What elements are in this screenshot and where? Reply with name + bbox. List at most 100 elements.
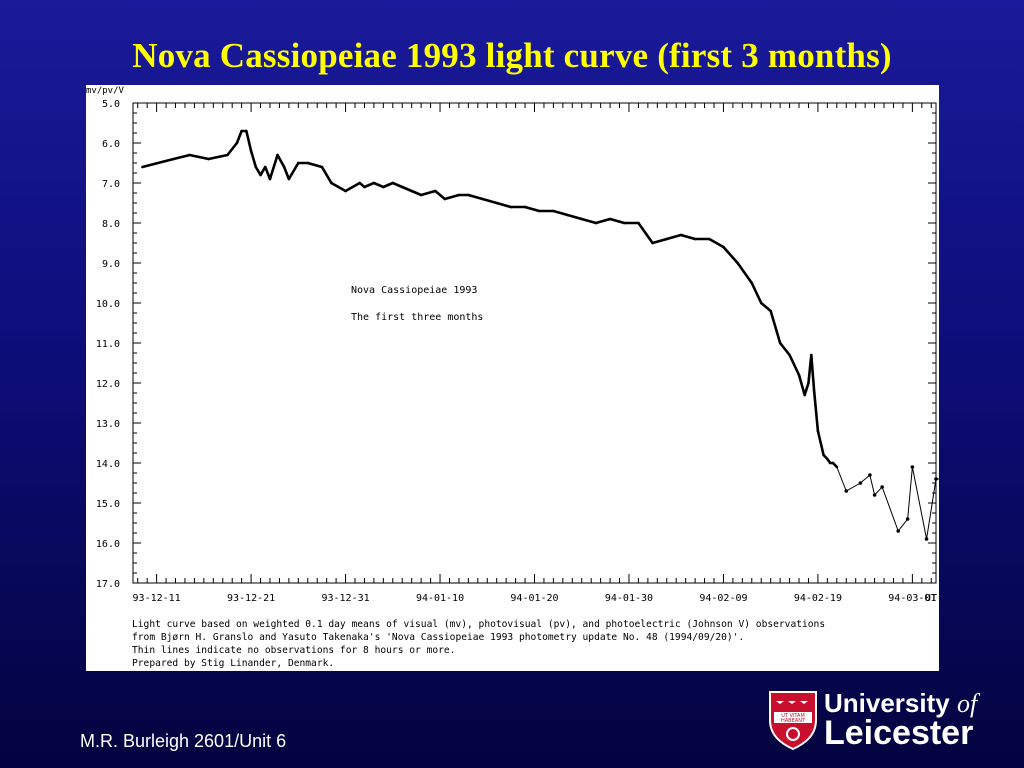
x-axis-unit-label: UT xyxy=(925,593,937,604)
crest-motto-1: UT VITAM xyxy=(781,713,805,719)
data-point xyxy=(320,165,324,169)
caption-line-3: Thin lines indicate no observations for … xyxy=(132,645,455,656)
data-point xyxy=(736,261,739,265)
caption-line-4: Prepared by Stig Linander, Denmark. xyxy=(132,658,334,669)
y-tick-label: 8.0 xyxy=(102,219,120,230)
data-point xyxy=(467,193,470,197)
data-point xyxy=(330,181,333,185)
data-point xyxy=(391,181,395,185)
data-point xyxy=(509,205,513,209)
x-tick-label: 94-01-10 xyxy=(416,593,464,604)
data-point xyxy=(358,181,362,185)
data-point xyxy=(934,477,938,481)
x-tick-label: 94-02-19 xyxy=(794,593,842,604)
light-curve-chart: mv/pv/V UT Nova Cassiopeiae 1993 The fir… xyxy=(86,85,939,671)
data-point xyxy=(835,465,839,469)
y-tick-label: 11.0 xyxy=(96,339,120,350)
annotation-title: Nova Cassiopeiae 1993 xyxy=(351,285,477,296)
data-point xyxy=(259,173,262,177)
data-point xyxy=(896,529,901,533)
y-tick-label: 12.0 xyxy=(96,379,120,390)
data-point xyxy=(245,129,248,133)
data-point xyxy=(382,185,385,189)
y-tick-label: 17.0 xyxy=(96,579,120,590)
x-tick-label: 94-02-09 xyxy=(699,593,747,604)
data-point xyxy=(769,309,772,313)
data-point xyxy=(809,353,813,357)
caption-line-1: Light curve based on weighted 0.1 day me… xyxy=(132,619,825,630)
data-point xyxy=(254,165,258,169)
data-point xyxy=(287,177,291,181)
data-point xyxy=(172,157,175,161)
x-tick-label: 93-12-11 xyxy=(133,593,181,604)
light-curve-dense xyxy=(142,129,838,468)
data-point xyxy=(816,429,820,433)
data-point xyxy=(826,457,829,461)
x-tick-label: 94-01-20 xyxy=(510,593,558,604)
data-point xyxy=(188,153,191,157)
data-point xyxy=(457,193,461,197)
y-tick-label: 14.0 xyxy=(96,459,120,470)
data-point xyxy=(651,241,654,245)
data-point xyxy=(419,193,423,197)
data-point xyxy=(844,489,849,493)
data-point xyxy=(858,481,863,485)
y-tick-label: 9.0 xyxy=(102,259,120,270)
data-point xyxy=(778,341,782,345)
data-point xyxy=(523,205,527,209)
x-tick-label: 94-03-01 xyxy=(888,593,936,604)
data-point xyxy=(263,165,267,169)
data-point xyxy=(580,217,584,221)
data-point xyxy=(707,237,711,241)
data-point xyxy=(207,157,210,161)
data-point xyxy=(363,185,366,189)
data-point xyxy=(594,221,598,225)
data-point xyxy=(608,217,612,221)
data-point xyxy=(495,201,499,205)
y-tick-label: 5.0 xyxy=(102,99,120,110)
data-point xyxy=(276,153,279,157)
data-point xyxy=(722,245,725,249)
data-point xyxy=(566,213,569,217)
plot-frame xyxy=(132,102,937,584)
data-point xyxy=(372,181,376,185)
data-point xyxy=(759,301,763,305)
slide-title: Nova Cassiopeiae 1993 light curve (first… xyxy=(132,36,892,75)
y-tick-label: 15.0 xyxy=(96,499,120,510)
data-point xyxy=(481,197,484,201)
light-curve-plot: mv/pv/V UT Nova Cassiopeiae 1993 The fir… xyxy=(86,86,939,669)
y-tick-label: 13.0 xyxy=(96,419,120,430)
data-point xyxy=(693,237,697,241)
data-point xyxy=(910,465,915,469)
caption-line-2: from Bjørn H. Granslo and Yasuto Takenak… xyxy=(132,632,744,643)
y-tick-label: 16.0 xyxy=(96,539,120,550)
data-point xyxy=(868,473,872,477)
crest-icon: UT VITAM HABEANT xyxy=(769,691,817,751)
data-point xyxy=(552,209,555,213)
x-tick-label: 94-01-30 xyxy=(605,593,653,604)
data-point xyxy=(268,177,272,181)
university-logo: UT VITAM HABEANT University of Leicester xyxy=(768,688,1008,752)
data-point xyxy=(872,493,877,497)
light-curve-sparse xyxy=(836,466,939,540)
y-tick-label: 6.0 xyxy=(102,139,120,150)
data-point xyxy=(297,161,300,165)
data-point xyxy=(240,129,243,133)
annotation-subtitle: The first three months xyxy=(351,312,483,323)
data-point xyxy=(679,233,683,237)
data-point xyxy=(880,485,884,489)
data-point xyxy=(788,353,791,357)
data-point xyxy=(249,149,253,153)
data-point xyxy=(235,141,239,145)
data-point xyxy=(537,209,541,213)
data-point xyxy=(797,373,801,377)
data-point xyxy=(812,389,816,393)
data-point xyxy=(306,161,310,165)
data-point xyxy=(819,441,823,445)
y-axis-label: mv/pv/V xyxy=(86,86,125,96)
data-point xyxy=(344,189,347,193)
logo-leicester-text: Leicester xyxy=(824,714,974,752)
data-point xyxy=(443,197,447,201)
data-point xyxy=(822,453,825,457)
data-point xyxy=(434,189,437,193)
